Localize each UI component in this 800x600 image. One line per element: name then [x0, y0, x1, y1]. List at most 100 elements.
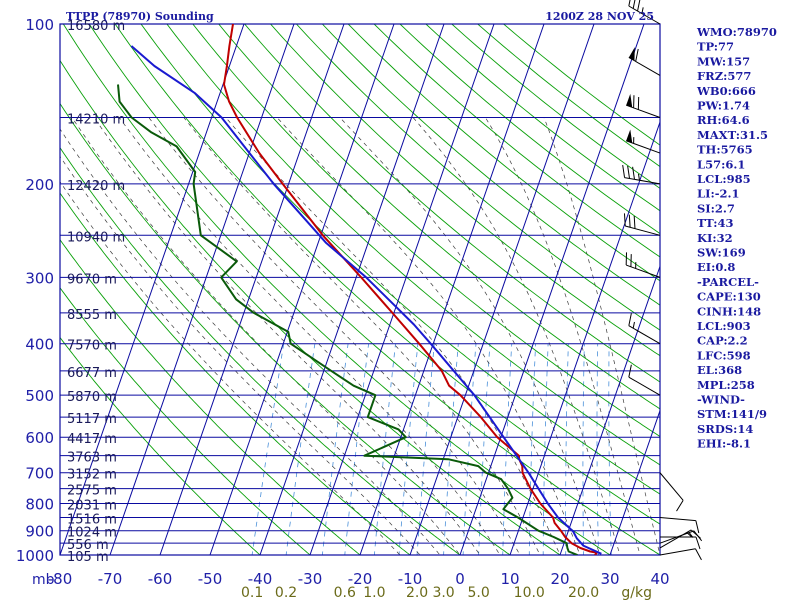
index-22: LFC:598 — [697, 348, 751, 362]
mixing-ratio-line-0 — [251, 343, 285, 555]
index-0: WMO:78970 — [696, 25, 777, 39]
mixing-ratio-line-15 — [596, 343, 599, 555]
mixing-ratio-line-4 — [373, 343, 396, 555]
dry-adiabat-15 — [269, 24, 660, 357]
wind-barb-1 — [659, 529, 701, 549]
pressure-tick-100: 100 — [25, 16, 54, 34]
height-label-7: 6677 m — [67, 366, 117, 381]
dry-adiabat-13 — [218, 24, 660, 410]
pressure-tick-400: 400 — [25, 336, 54, 354]
height-label-8: 5870 m — [67, 390, 117, 405]
height-labels: 16580 m 14210 m 12420 m 10940 m 9670 m 8555 m… — [67, 19, 125, 565]
height-label-2: 12420 m — [67, 179, 125, 194]
mixing-ratio-label-0: 0.1 — [241, 585, 263, 600]
pressure-tick-300: 300 — [25, 269, 54, 287]
index-9: L57:6.1 — [697, 157, 745, 171]
pressure-tick-700: 700 — [25, 465, 54, 483]
temp-tick-30: 30 — [600, 570, 619, 588]
pressure-tick-600: 600 — [25, 429, 54, 447]
height-label-18: 105 m — [67, 550, 109, 565]
mixing-ratio-label-1: 0.2 — [275, 585, 297, 600]
dry-adiabat-3 — [60, 192, 411, 555]
chart-title: TTPP (78970) Sounding — [66, 10, 214, 23]
dry-adiabat-18 — [347, 24, 660, 282]
wind-barb-11 — [626, 129, 661, 154]
mixing-ratio-line-16 — [608, 343, 612, 555]
isotherm-0 — [459, 24, 645, 555]
height-label-12: 3152 m — [67, 468, 117, 483]
index-10: LCL:985 — [697, 172, 751, 186]
temp-tick--40: -40 — [248, 570, 273, 588]
dry-adiabat-7 — [62, 24, 611, 555]
temp-tick--20: -20 — [348, 570, 373, 588]
wind-barb-13 — [628, 47, 661, 76]
height-label-17: 556 m — [67, 538, 109, 553]
isotherm--60 — [159, 24, 345, 555]
height-label-13: 2575 m — [67, 484, 117, 499]
mixing-ratio-line-14 — [582, 343, 585, 555]
dry-adiabat-1 — [60, 287, 311, 555]
mixing-ratio-label-5: 3.0 — [432, 585, 454, 600]
isotherm--80 — [60, 24, 245, 555]
wind-barb-6 — [628, 364, 661, 396]
index-1: TP:77 — [697, 40, 734, 54]
dry-adiabat-0 — [60, 336, 261, 555]
y-unit-label: mb — [32, 572, 55, 588]
height-label-6: 7570 m — [67, 339, 117, 354]
isotherm--50 — [209, 24, 395, 555]
wind-barb-4 — [659, 517, 700, 534]
index-20: LCL:903 — [697, 319, 751, 333]
isotherm-30 — [609, 409, 660, 555]
temp-tick-40: 40 — [650, 570, 669, 588]
dry-adiabat-10 — [140, 24, 660, 495]
moist-adiabat-12 — [485, 117, 641, 555]
dewpoint-line — [117, 84, 578, 555]
series — [117, 24, 602, 555]
index-21: CAP:2.2 — [697, 334, 748, 348]
index-23: EL:368 — [697, 363, 742, 377]
moist-adiabat-6 — [148, 117, 521, 555]
isotherm-10 — [509, 120, 660, 555]
isotherm-20 — [559, 264, 660, 555]
mixing-ratio-label-3: 1.0 — [363, 585, 385, 600]
temperature-line — [223, 24, 598, 555]
index-6: RH:64.6 — [697, 113, 750, 127]
wind-barb-3 — [660, 536, 701, 550]
dry-adiabat-19 — [373, 24, 660, 258]
mixing-ratio-line-1 — [285, 343, 316, 555]
height-label-5: 8555 m — [67, 308, 117, 323]
dry-adiabat-16 — [295, 24, 660, 331]
index-26: STM:141/9 — [697, 407, 767, 421]
index-27: SRDS:14 — [697, 422, 753, 436]
mixing-ratio-label-2: 0.6 — [334, 585, 356, 600]
index-5: PW:1.74 — [697, 99, 750, 113]
height-label-1: 14210 m — [67, 113, 125, 128]
isotherm--40 — [259, 24, 445, 555]
index-28: EHI:-8.1 — [697, 437, 751, 451]
pressure-tick-500: 500 — [25, 387, 54, 405]
index-7: MAXT:31.5 — [697, 128, 768, 142]
dry-adiabat-12 — [192, 24, 660, 438]
dry-adiabat-14 — [244, 24, 660, 383]
temp-tick--10: -10 — [398, 570, 423, 588]
plot-frame — [59, 23, 661, 556]
height-label-9: 5117 m — [67, 412, 117, 427]
wind-barb-8 — [625, 252, 661, 278]
wind-barb-10 — [622, 165, 661, 185]
index-15: SW:169 — [697, 246, 746, 260]
moist-adiabat-8 — [225, 117, 561, 555]
mixing-ratio-line-10 — [502, 343, 513, 555]
chart-datetime: 1200Z 28 NOV 25 — [545, 10, 654, 23]
mixing-ratio-label-7: 10.0 — [514, 585, 545, 600]
pressure-tick-800: 800 — [25, 496, 54, 514]
wind-barb-9 — [623, 213, 661, 236]
temp-tick--30: -30 — [298, 570, 323, 588]
index-24: MPL:258 — [697, 378, 755, 392]
pressure-tick-200: 200 — [25, 176, 54, 194]
dry-adiabat-11 — [166, 24, 660, 466]
dry-adiabat-2 — [60, 238, 361, 555]
temp-tick--80: -80 — [48, 570, 73, 588]
indices-panel: WMO:78970TP:77MW:157FRZ:577WB0:666PW:1.7… — [696, 25, 777, 451]
height-label-3: 10940 m — [67, 230, 125, 245]
